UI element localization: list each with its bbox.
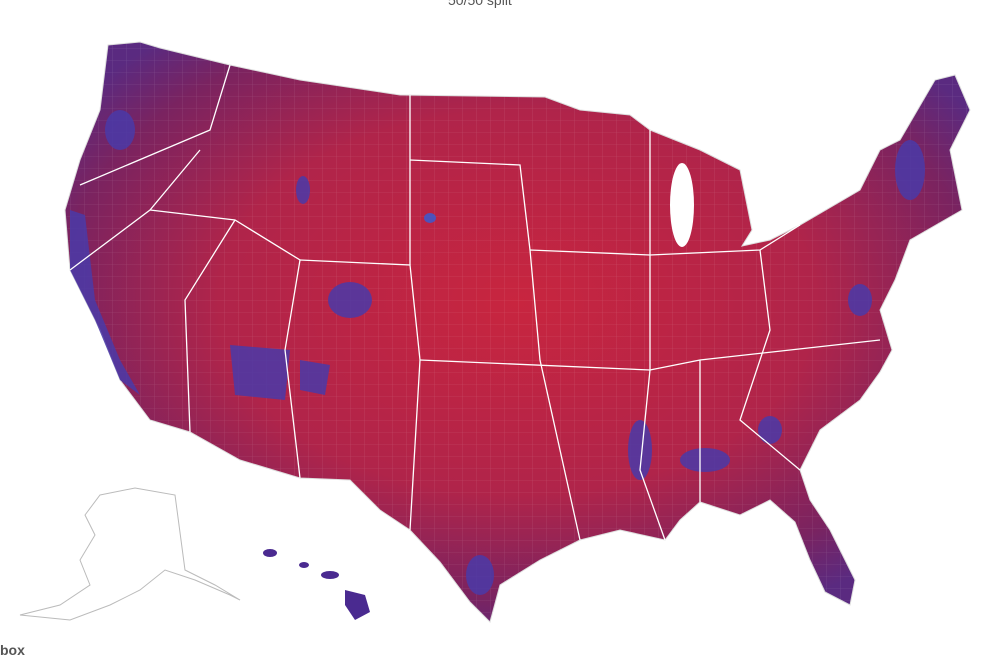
attribution: box bbox=[0, 642, 25, 658]
lake-michigan bbox=[670, 163, 694, 247]
hawaii bbox=[263, 549, 370, 620]
alaska-outline bbox=[19, 487, 241, 621]
county-lines bbox=[65, 42, 970, 622]
legend-label: 50/50 split bbox=[448, 0, 512, 8]
contiguous-us bbox=[64, 41, 971, 623]
state-borders bbox=[69, 64, 881, 541]
